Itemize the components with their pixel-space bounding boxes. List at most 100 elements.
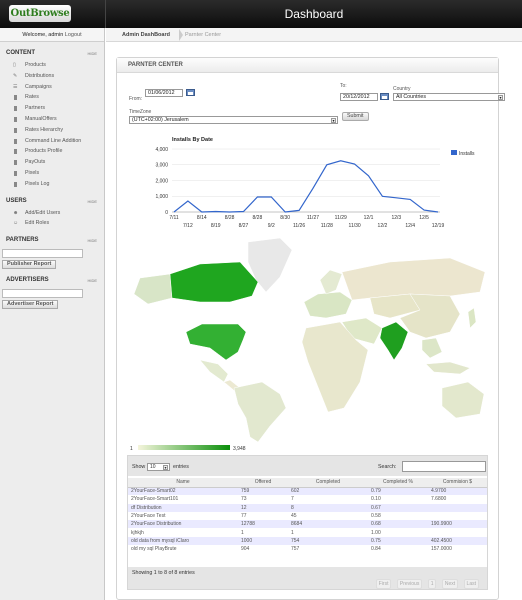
column-header-name[interactable]: Name	[128, 478, 238, 488]
table-row[interactable]: kjhkjh 1 1 1.00	[128, 528, 487, 537]
partner-search-input[interactable]	[2, 249, 83, 259]
map-indonesia	[425, 361, 471, 375]
cell-completed-pct: 0.58	[368, 511, 428, 521]
to-date-input[interactable]	[340, 93, 378, 101]
users-hide-toggle[interactable]: HIDE	[87, 198, 97, 204]
breadcrumb-admin-dashboard[interactable]: Admin DashBoard	[122, 32, 170, 38]
x-tick-label: 12/4	[405, 223, 415, 229]
sidebar-item-label: Rates	[25, 94, 39, 101]
sidebar-item-label: Edit Roles	[25, 220, 50, 227]
timezone-select[interactable]: (UTC+02:00) Jerusalem ▾	[129, 116, 338, 124]
column-header-commision[interactable]: Commision $	[428, 478, 487, 488]
user-edit-icon: ☺	[13, 220, 19, 227]
page-title: Dashboard	[284, 7, 344, 21]
sidebar-item-campaigns[interactable]: ☰ Campaigns	[0, 82, 104, 93]
from-date-input[interactable]	[145, 89, 183, 97]
sidebar-item-distributions[interactable]: ✎ Distributions	[0, 71, 104, 82]
from-calendar-icon[interactable]	[186, 89, 195, 96]
column-header-completed[interactable]: Completed	[288, 478, 368, 488]
y-tick-label: 4,000	[155, 147, 168, 153]
cell-offered: 1000	[238, 536, 288, 546]
advertiser-report-button[interactable]: Advertiser Report	[2, 300, 59, 310]
sidebar-item-rates[interactable]: Rates	[0, 92, 104, 103]
cell-commision: 4.9700	[428, 487, 487, 496]
breadcrumb-parnter-center: Parnter Center	[185, 32, 222, 38]
sidebar-item-add-edit-users[interactable]: ☻ Add/Edit Users	[0, 208, 104, 219]
sidebar-item-command-line-addition[interactable]: Command Line Addition	[0, 136, 104, 147]
table-row[interactable]: 2YourFace Test 77 45 0.58	[128, 511, 487, 521]
content-hide-toggle[interactable]: HIDE	[87, 51, 97, 56]
x-tick-label: 12/2	[378, 223, 388, 229]
pager-last[interactable]: Last	[463, 579, 479, 589]
sidebar-item-label: Partners	[25, 105, 46, 112]
pager-first[interactable]: First	[375, 579, 392, 589]
table-row[interactable]: 2YourFace Distribution 12788 8684 0.68 190.9…	[128, 520, 487, 529]
y-tick-label: 2,000	[155, 178, 168, 184]
pager-next[interactable]: Next	[441, 579, 459, 589]
cell-name: 2YourFace-Smart101	[128, 495, 238, 504]
bookmark-icon	[14, 181, 17, 187]
map-india	[379, 321, 409, 361]
sidebar-item-label: Rates Hierarchy	[25, 126, 63, 133]
map-europe	[303, 291, 353, 319]
sidebar-item-pixels-log[interactable]: Pixels Log	[0, 179, 104, 190]
table-search-input[interactable]	[402, 461, 486, 472]
breadcrumb-separator	[179, 29, 183, 41]
bookmark-icon	[14, 149, 17, 155]
column-header-offered[interactable]: Offered	[238, 478, 288, 488]
map-alaska	[133, 273, 173, 305]
sidebar-item-payouts[interactable]: PayOuts	[0, 157, 104, 168]
sidebar-item-label: Command Line Addition	[25, 137, 82, 144]
country-select[interactable]: All Countries ▾	[393, 93, 505, 101]
pager-page-1[interactable]: 1	[427, 579, 437, 589]
advertisers-hide-toggle[interactable]: HIDE	[87, 278, 97, 284]
column-header-completed-pct[interactable]: Completed %	[368, 478, 428, 488]
sidebar-item-products-profile[interactable]: Products Profile	[0, 146, 104, 157]
cell-commision: 190.9900	[428, 520, 487, 529]
sidebar-item-rates-hierarchy[interactable]: Rates Hierarchy	[0, 125, 104, 136]
bookmark-icon	[14, 116, 17, 122]
sidebar-item-label: Products Profile	[25, 148, 63, 155]
x-tick-label: 8/30	[280, 215, 290, 221]
table-row[interactable]: old data from mysql iClaro 1000 754 0.75 402…	[128, 536, 487, 546]
submit-button[interactable]: Submit	[342, 112, 369, 121]
x-tick-label: 8/27	[239, 223, 249, 229]
publisher-report-button[interactable]: Publisher Report	[2, 260, 57, 270]
x-tick-label: 12/19	[432, 223, 445, 229]
chevron-down-icon: ▾	[498, 95, 503, 100]
cell-commision: 157.0000	[428, 545, 487, 554]
partners-hide-toggle[interactable]: HIDE	[87, 238, 97, 244]
entries-per-page-select[interactable]: 10 ▾	[147, 463, 170, 471]
pager-previous[interactable]: Previous	[396, 579, 423, 589]
pencil-icon: ✎	[13, 72, 18, 79]
cell-name: old my sql PlayBrute	[128, 545, 238, 554]
to-calendar-icon[interactable]	[380, 93, 389, 100]
table-row[interactable]: old my sql PlayBrute 904 757 0.84 157.0000	[128, 545, 487, 554]
cell-offered: 12788	[238, 520, 288, 529]
cell-completed-pct: 0.79	[368, 487, 428, 496]
outbrowse-logo[interactable]: OutBrowse	[9, 5, 71, 22]
sidebar: Welcome, admin Logout CONTENT HIDE ▯ Prod…	[0, 28, 105, 600]
sidebar-item-manualoffers[interactable]: ManualOffers	[0, 114, 104, 125]
sidebar-item-partners[interactable]: Partners	[0, 103, 104, 114]
sidebar-item-label: Pixels	[25, 169, 40, 176]
sidebar-item-label: Products	[25, 62, 46, 68]
cell-completed-pct: 0.10	[368, 495, 428, 504]
sidebar-item-edit-roles[interactable]: ☺ Edit Roles	[0, 218, 104, 229]
sidebar-item-label: Pixels Log	[25, 180, 50, 187]
content-section-header: CONTENT HIDE	[0, 48, 104, 60]
sidebar-item-products[interactable]: ▯ Products	[0, 60, 104, 71]
sidebar-item-pixels[interactable]: Pixels	[0, 168, 104, 179]
logout-link[interactable]: Logout	[64, 32, 82, 38]
x-tick-label: 12/1	[364, 215, 374, 221]
map-scandinavia	[319, 269, 343, 295]
map-china	[399, 293, 461, 339]
table-row[interactable]: 2YourFace-Smart02 759 602 0.79 4.9700	[128, 487, 487, 496]
cell-completed: 8684	[288, 520, 368, 529]
advertiser-search-input[interactable]	[2, 289, 83, 299]
cell-offered: 759	[238, 487, 288, 496]
table-row[interactable]: 2YourFace-Smart101 73 7 0.10 7.6800	[128, 495, 487, 504]
y-tick-label: 0	[165, 210, 168, 216]
table-row[interactable]: df Distribution 12 8 0.67	[128, 503, 487, 512]
cell-offered: 73	[238, 495, 288, 504]
